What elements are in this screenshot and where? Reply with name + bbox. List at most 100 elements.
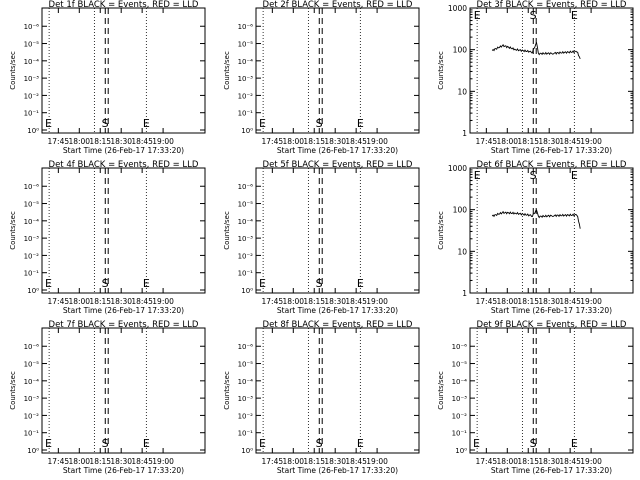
y-tick-label: 10⁰: [241, 447, 253, 455]
event-marker-label: S: [316, 437, 323, 450]
event-marker-label: E: [45, 117, 52, 130]
x-tick-label: 18:30: [538, 137, 560, 146]
y-tick-label: 100: [453, 46, 468, 55]
x-tick-label: 18:15: [303, 457, 325, 466]
event-marker-label: S: [102, 437, 109, 450]
event-marker-label: E: [571, 437, 578, 450]
x-axis-label: Start Time (26-Feb-17 17:33:20): [491, 466, 612, 475]
x-tick-label: 17:45: [262, 457, 284, 466]
chart-title: Det 7f BLACK = Events, RED = LLD: [49, 320, 199, 330]
y-axis-label: Counts/sec: [9, 371, 17, 410]
y-tick-label: 10⁻³: [24, 75, 40, 83]
event-marker-label: S: [530, 169, 537, 182]
event-marker-label: E: [45, 277, 52, 290]
x-tick-label: 18:30: [324, 137, 346, 146]
y-tick-label: 10⁰: [241, 127, 253, 135]
event-marker-label: E: [259, 437, 266, 450]
y-tick-label: 1000: [448, 4, 467, 13]
x-tick-label: 18:45: [559, 457, 581, 466]
y-axis-label: Counts/sec: [223, 211, 231, 250]
x-tick-label: 17:45: [48, 137, 70, 146]
x-tick-label: 18:30: [538, 297, 560, 306]
chart-title: Det 6f BLACK = Events, RED = LLD: [477, 160, 627, 170]
y-tick-label: 10⁻²: [238, 92, 254, 100]
plot-frame: [41, 327, 206, 454]
chart-panel-5: Det 5f BLACK = Events, RED = LLD Counts/s…: [223, 160, 420, 315]
y-axis-label: Counts/sec: [223, 371, 231, 410]
chart-panel-7: Det 7f BLACK = Events, RED = LLD Counts/s…: [9, 320, 206, 475]
y-tick-label: 10: [457, 87, 467, 96]
y-tick-label: 10⁻⁴: [24, 218, 40, 226]
event-marker-label: S: [316, 277, 323, 290]
event-marker-label: E: [143, 117, 150, 130]
x-tick-label: 18:00: [282, 457, 304, 466]
y-tick-label: 10⁻⁵: [452, 361, 468, 369]
x-tick-label: 18:00: [496, 137, 518, 146]
chart-panel-9: Det 9f BLACK = Events, RED = LLD Counts/s…: [437, 320, 634, 475]
x-tick-label: 18:45: [559, 137, 581, 146]
y-axis-label: Counts/sec: [437, 371, 445, 410]
plot-frame: [255, 7, 420, 134]
y-axis-label: Counts/sec: [223, 51, 231, 90]
x-tick-label: 19:00: [580, 137, 602, 146]
y-tick-label: 10⁰: [27, 447, 39, 455]
event-marker-label: E: [259, 277, 266, 290]
y-tick-label: 10⁻¹: [24, 430, 40, 438]
x-tick-label: 18:15: [303, 137, 325, 146]
x-tick-label: 18:45: [345, 457, 367, 466]
y-tick-label: 10⁻⁴: [238, 58, 254, 66]
x-tick-label: 17:45: [476, 297, 498, 306]
plot-frame: [41, 7, 206, 134]
x-tick-label: 19:00: [366, 457, 388, 466]
x-axis-label: Start Time (26-Feb-17 17:33:20): [277, 146, 398, 155]
x-tick-label: 18:30: [110, 137, 132, 146]
y-tick-label: 10⁻³: [238, 75, 254, 83]
event-marker-label: E: [571, 169, 578, 182]
x-tick-label: 18:45: [345, 137, 367, 146]
event-marker-label: E: [473, 437, 480, 450]
plot-frame: [41, 167, 206, 294]
plot-frame: [255, 167, 420, 294]
y-tick-label: 10⁻⁵: [24, 201, 40, 209]
x-tick-label: 18:00: [68, 457, 90, 466]
x-tick-label: 18:30: [324, 297, 346, 306]
y-tick-label: 10⁻¹: [452, 430, 468, 438]
event-marker-label: S: [530, 9, 537, 22]
y-tick-label: 10⁻¹: [24, 270, 40, 278]
x-tick-label: 18:30: [110, 297, 132, 306]
chart-title: Det 5f BLACK = Events, RED = LLD: [263, 160, 413, 170]
chart-panel-2: Det 2f BLACK = Events, RED = LLD Counts/s…: [223, 0, 420, 155]
chart-title: Det 4f BLACK = Events, RED = LLD: [49, 160, 199, 170]
y-tick-label: 10⁻⁵: [238, 361, 254, 369]
x-tick-label: 19:00: [366, 297, 388, 306]
x-tick-label: 18:15: [517, 457, 539, 466]
data-series-line: [491, 42, 581, 60]
x-tick-label: 18:15: [89, 297, 111, 306]
chart-panel-6: Det 6f BLACK = Events, RED = LLD Counts/s…: [437, 160, 634, 315]
y-tick-label: 10⁻⁶: [238, 183, 254, 191]
event-marker-label: E: [259, 117, 266, 130]
chart-title: Det 8f BLACK = Events, RED = LLD: [263, 320, 413, 330]
x-tick-label: 17:45: [48, 297, 70, 306]
y-tick-label: 10⁻⁶: [238, 23, 254, 31]
x-tick-label: 18:15: [517, 137, 539, 146]
event-marker-label: E: [357, 277, 364, 290]
x-tick-label: 19:00: [152, 457, 174, 466]
x-axis-label: Start Time (26-Feb-17 17:33:20): [63, 466, 184, 475]
event-marker-label: E: [45, 437, 52, 450]
x-tick-label: 18:30: [110, 457, 132, 466]
event-marker-label: S: [102, 117, 109, 130]
x-tick-label: 18:30: [538, 457, 560, 466]
event-marker-label: S: [530, 437, 537, 450]
chart-title: Det 3f BLACK = Events, RED = LLD: [477, 0, 627, 10]
y-tick-label: 10⁻³: [452, 395, 468, 403]
chart-panel-1: Det 1f BLACK = Events, RED = LLD Counts/s…: [9, 0, 206, 155]
x-tick-label: 19:00: [152, 137, 174, 146]
y-tick-label: 10⁰: [455, 447, 467, 455]
x-tick-label: 18:15: [89, 457, 111, 466]
y-axis-label: Counts/sec: [9, 211, 17, 250]
event-marker-label: E: [143, 277, 150, 290]
event-marker-label: S: [316, 117, 323, 130]
chart-title: Det 9f BLACK = Events, RED = LLD: [477, 320, 627, 330]
y-tick-label: 10⁻²: [24, 252, 40, 260]
